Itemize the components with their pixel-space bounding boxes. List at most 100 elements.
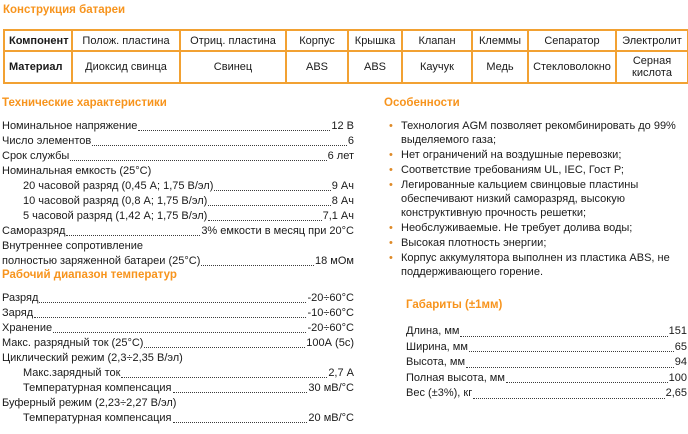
table-cell: Диоксид свинца [71,50,181,84]
spec-label: Высота, мм [406,356,466,368]
spec-value: 151 [668,325,687,337]
spec-label: Макс. разрядный ток (25°C) [2,337,144,349]
spec-value: -20÷60°C [307,322,354,334]
spec-label: полностью заряженной батареи (25°C) [2,255,201,267]
dot-leader [208,205,331,206]
dot-leader [34,317,307,318]
table-row-materials: Материал Диоксид свинца Свинец ABS ABS К… [3,50,688,84]
spec-label: Саморазряд [2,225,66,237]
spec-line: Срок службы 6 лет [2,149,354,164]
component-material-table: Компонент Полож. пластина Отриц. пластин… [3,29,688,84]
spec-value: 12 В [331,120,354,132]
feature-text: Высокая плотность энергии; [401,237,547,249]
dot-leader [121,377,328,378]
spec-value: 30 мВ/°C [308,382,354,394]
spec-line: Ширина, мм 65 [406,340,687,356]
spec-value: 6 [347,135,354,147]
spec-value: 18 мОм [315,255,354,267]
spec-line: Хранение -20÷60°C [2,321,354,336]
spec-value: 2,65 [665,387,687,399]
table-cell: Клапан [401,29,473,52]
dot-leader [144,347,306,348]
spec-label: Буферный режим (2,23÷2,27 В/эл) [2,397,177,409]
spec-label: 5 часовой разряд (1,42 А; 1,75 В/эл) [23,210,208,222]
spec-line: Длина, мм 151 [406,324,687,340]
spec-label: Число элементов [2,135,92,147]
dot-leader [473,397,665,399]
feature-text: Технология AGM позволяет рекомбинировать… [401,120,676,146]
spec-line: Высота, мм 94 [406,355,687,371]
spec-label: Температурная компенсация [23,412,172,424]
temp-range-title: Рабочий диапазон температур [2,269,177,281]
bullet-icon: • [389,179,393,191]
table-cell: Свинец [179,50,287,84]
dot-leader [214,190,331,191]
feature-text: Легированные кальцием свинцовые пластины… [401,179,639,219]
spec-line: Число элементов 6 [2,134,354,149]
dot-leader [468,351,674,352]
spec-value: 7,1 Ач [322,210,354,222]
dot-leader [53,332,307,333]
spec-value: 6 лет [327,150,354,162]
dot-leader [466,366,674,368]
spec-line: Макс.зарядный ток 2,7 А [2,366,354,381]
spec-value: 3% емкости в месяц при 20°C [201,225,354,237]
table-cell: Клеммы [471,29,529,52]
features-title: Особенности [384,97,460,109]
spec-line: Температурная компенсация 30 мВ/°C [2,381,354,396]
spec-value: -20÷60°C [307,292,354,304]
spec-label: Хранение [2,322,53,334]
spec-line: 10 часовой разряд (0,8 А; 1,75 В/эл) 8 Ач [2,194,354,209]
table-cell: Серная кислота [615,50,688,84]
tech-specs-title: Технические характеристики [2,97,167,109]
table-cell: Компонент [3,29,73,52]
dot-leader [460,335,668,337]
spec-line: Полная высота, мм 100 [406,371,687,387]
bullet-icon: • [389,237,393,249]
spec-line: Циклический режим (2,3÷2,35 В/эл) [2,351,354,366]
spec-label: Температурная компенсация [23,382,172,394]
construction-title: Конструкция батареи [3,4,126,16]
dimensions-title: Габариты (±1мм) [406,299,503,311]
feature-text: Корпус аккумулятора выполнен из пластика… [401,252,670,278]
table-cell: Материал [3,50,73,84]
spec-value: 2,7 А [328,367,354,379]
spec-value: 65 [674,340,687,353]
spec-line: Температурная компенсация 20 мВ/°C [2,411,354,426]
table-cell: Электролит [615,29,688,52]
list-item: • Легированные кальцием свинцовые пластин… [384,178,687,220]
spec-value: 9 Ач [331,180,354,192]
features-column: Особенности • Технология AGM позволяет ре… [384,97,687,426]
spec-label: Заряд [2,307,34,319]
table-cell: ABS [347,50,403,84]
list-item: • Нет ограничений на воздушные перевозки; [384,148,687,162]
spec-value: 100 [668,371,687,384]
spec-line: 20 часовой разряд (0,45 А; 1,75 В/эл) 9 А… [2,179,354,194]
spec-line: полностью заряженной батареи (25°C) 18 мО… [2,254,354,269]
bullet-icon: • [389,120,393,132]
spec-label: Ширина, мм [406,340,468,353]
feature-text: Необслуживаемые. Не требует долива воды; [401,222,633,234]
spec-label: Срок службы [2,150,70,162]
bullet-icon: • [389,252,393,264]
list-item: • Соответствие требованиям UL, IEC, Гост … [384,163,687,177]
table-cell: ABS [285,50,349,84]
dot-leader [92,145,347,146]
spec-line: Вес (±3%), кг 2,65 [406,386,687,402]
spec-label: Номинальное напряжение [2,120,138,132]
specs-column: Технические характеристики Номинальное н… [2,97,354,426]
spec-line: 5 часовой разряд (1,42 А; 1,75 В/эл) 7,1 … [2,209,354,224]
spec-value: 8 Ач [331,195,354,207]
spec-value: 94 [674,356,687,368]
two-column-layout: Технические характеристики Номинальное н… [2,97,687,426]
spec-label: Внутреннее сопротивление [2,240,143,252]
dot-leader [66,235,201,236]
list-item: • Высокая плотность энергии; [384,236,687,250]
spec-value: 20 мВ/°C [308,412,354,424]
table-cell: Полож. пластина [71,29,181,52]
spec-label: Циклический режим (2,3÷2,35 В/эл) [2,352,183,364]
table-cell: Стекловолокно [527,50,617,84]
dot-leader [39,302,307,303]
spec-line: Саморазряд 3% емкости в месяц при 20°C [2,224,354,239]
spec-label: Полная высота, мм [406,371,505,384]
